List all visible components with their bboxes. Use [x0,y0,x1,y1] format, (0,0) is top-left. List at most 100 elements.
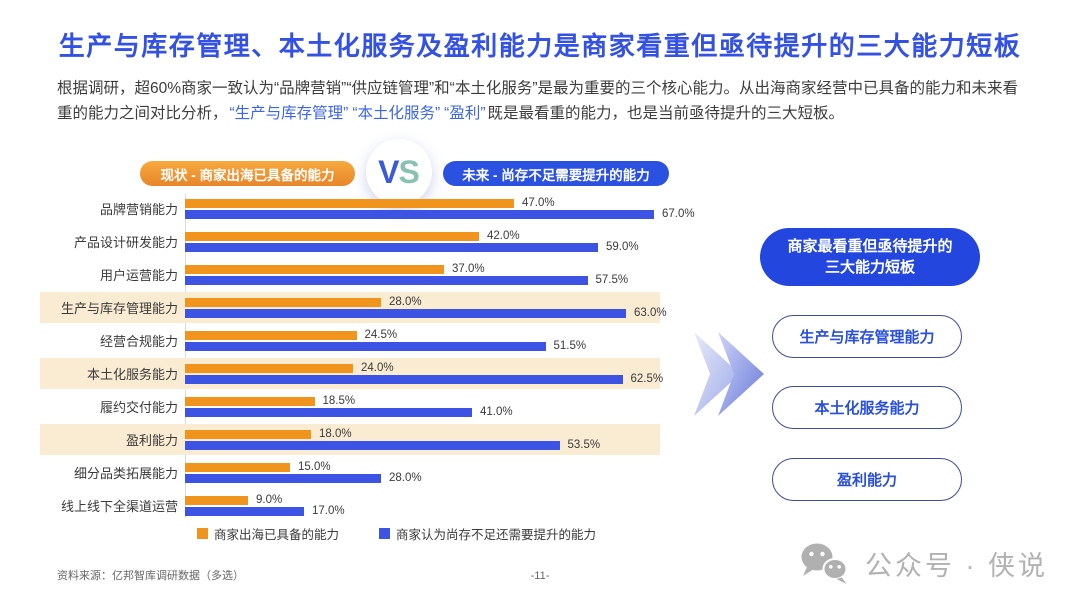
wechat-icon [801,543,848,584]
bar-group: 42.0% 59.0% [185,230,662,253]
value-label: 67.0% [662,208,695,220]
intro-paragraph: 根据调研，超60%商家一致认为“品牌营销”“供应链管理”和“本土化服务”是最为重… [57,76,1027,126]
value-label: 41.0% [480,406,513,418]
value-label: 24.0% [361,362,394,374]
future-capability-bar: 53.5% [185,439,600,451]
data-source-note: 资料来源：亿邦智库调研数据（多选） [57,570,244,582]
value-label: 59.0% [606,241,639,253]
future-capability-bar: 51.5% [185,340,586,352]
bar-group: 18.5% 41.0% [185,395,662,418]
current-capability-bar: 18.5% [185,395,355,407]
legend-item-current: 商家出海已具备的能力 [197,524,339,543]
wechat-account-name: 公众号 · 侠说 [865,550,1048,581]
bar-group: 9.0% 17.0% [185,494,662,517]
category-label: 经营合规能力 [99,334,178,349]
legend-swatch-blue [379,528,391,539]
current-capability-bar: 28.0% [185,296,422,308]
vs-badge: V S [366,139,432,205]
category-label: 盈利能力 [125,433,178,448]
intro-highlight-segment: “本土化服务” [352,105,441,122]
page-number: -11- [530,570,550,582]
vs-letter-v: V [378,153,400,190]
value-label: 51.5% [553,340,587,352]
category-label: 履约交付能力 [99,400,178,415]
bar-group: 18.0% 53.5% [185,428,662,451]
value-label: 57.5% [595,274,629,286]
future-capability-bar: 63.0% [185,307,667,319]
value-label: 9.0% [256,494,283,506]
future-capability-bar: 28.0% [185,472,422,484]
current-capability-bar: 42.0% [185,230,520,242]
future-capability-bar: 57.5% [185,274,628,286]
future-capability-bar: 67.0% [185,208,695,220]
shortboard-summary-box: 商家最看重但亟待提升的 三大能力短板 [760,228,980,286]
category-label: 本土化服务能力 [86,367,178,382]
capability-pill-production-inventory: 生产与库存管理能力 [772,315,962,358]
intro-segment: 既是最看重的能力，也是当前亟待提升的三大短板。 [487,105,845,122]
current-capability-bar: 9.0% [185,494,282,506]
bar-group: 37.0% 57.5% [185,263,662,286]
chart-row: 本土化服务能力 24.0% 62.5% [40,357,663,390]
wechat-watermark: 公众号 · 侠说 [798,540,1048,586]
value-label: 18.5% [322,395,356,407]
value-label: 28.0% [389,296,422,308]
chart-row: 细分品类拓展能力 15.0% 28.0% [40,456,662,489]
category-label: 细分品类拓展能力 [73,466,178,481]
current-capability-bar: 24.0% [185,362,394,374]
page-title: 生产与库存管理、本土化服务及盈利能力是商家看重但亟待提升的三大能力短板 [58,31,1022,61]
capability-pill-profitability: 盈利能力 [772,458,962,501]
future-capability-bar: 41.0% [185,406,513,418]
current-capability-badge: 现状 - 商家出海已具备的能力 [140,161,355,186]
current-capability-bar: 37.0% [185,263,485,275]
current-capability-bar: 15.0% [185,461,331,473]
current-capability-bar: 47.0% [185,197,555,209]
value-label: 42.0% [487,230,520,242]
current-capability-bar: 18.0% [185,428,352,440]
chart-row: 用户运营能力 37.0% 57.5% [40,258,662,291]
legend-label-current: 商家出海已具备的能力 [214,528,340,542]
bar-group: 47.0% 67.0% [185,197,695,220]
current-capability-bar: 24.5% [185,329,397,341]
category-label: 产品设计研发能力 [73,235,178,250]
chart-row: 品牌营销能力 47.0% 67.0% [40,192,695,225]
chart-row: 生产与库存管理能力 28.0% 63.0% [40,291,667,324]
legend-item-future: 商家认为尚存不足还需要提升的能力 [379,524,596,543]
double-chevron-arrow-icon [694,332,764,416]
category-label: 品牌营销能力 [99,202,178,217]
intro-highlight-segment: “盈利” [444,105,486,122]
future-capability-bar: 17.0% [185,505,345,517]
value-label: 28.0% [389,472,422,484]
value-label: 15.0% [298,461,331,473]
chart-row: 线上线下全渠道运营 9.0% 17.0% [40,489,662,522]
future-capability-bar: 59.0% [185,241,639,253]
category-label: 线上线下全渠道运营 [60,499,178,514]
shortboard-summary-line2: 三大能力短板 [824,259,915,276]
value-label: 47.0% [522,197,555,209]
value-label: 37.0% [452,263,485,275]
bar-group: 24.0% 62.5% [185,362,663,385]
category-label: 用户运营能力 [99,268,178,283]
chart-legend: 商家出海已具备的能力 商家认为尚存不足还需要提升的能力 [197,524,596,543]
chart-row: 盈利能力 18.0% 53.5% [40,423,662,456]
intro-segment: 根据调研，超60%商家一致认为“品牌营销”“供应链管理”和“本土化服务”是最为重… [57,80,1018,122]
future-capability-bar: 62.5% [185,373,663,385]
capability-pill-localization: 本土化服务能力 [772,386,962,429]
legend-swatch-orange [197,528,208,539]
legend-label-future: 商家认为尚存不足还需要提升的能力 [396,528,597,542]
future-capability-badge: 未来 - 尚存不足需要提升的能力 [443,161,669,186]
value-label: 63.0% [634,307,667,319]
value-label: 17.0% [312,505,345,517]
vs-letter-s: S [398,153,420,190]
bar-chart: 品牌营销能力 47.0% 67.0% 产品设计研发能力 42.0% 59.0% 用户运营能力… [40,192,695,522]
chart-row: 经营合规能力 24.5% 51.5% [40,324,662,357]
shortboard-summary-line1: 商家最看重但亟待提升的 [787,238,953,255]
chart-row: 产品设计研发能力 42.0% 59.0% [40,225,662,258]
category-label: 生产与库存管理能力 [60,301,178,316]
value-label: 24.5% [364,329,398,341]
value-label: 18.0% [319,428,352,440]
chart-row: 履约交付能力 18.5% 41.0% [40,390,662,423]
value-label: 62.5% [630,373,664,385]
bar-group: 28.0% 63.0% [185,296,667,319]
bar-group: 15.0% 28.0% [185,461,662,484]
